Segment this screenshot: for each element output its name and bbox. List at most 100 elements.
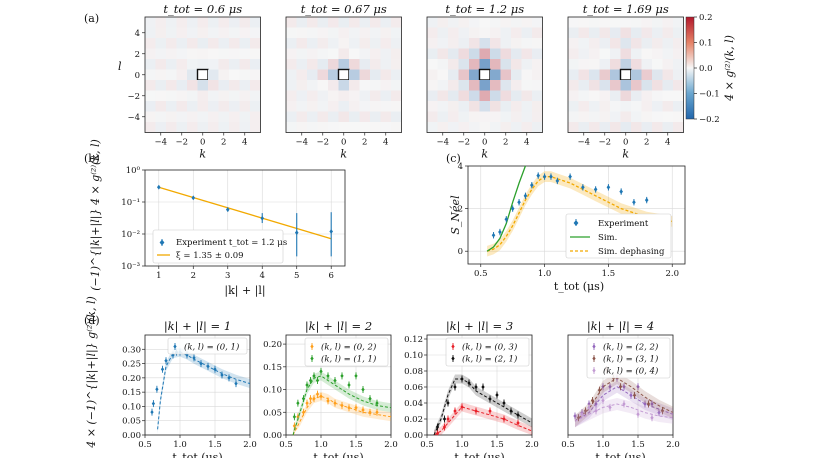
heatmap-cell bbox=[239, 122, 251, 133]
heatmap-cell bbox=[532, 122, 543, 133]
heatmap-cell bbox=[317, 17, 329, 28]
subplot-point bbox=[488, 408, 492, 414]
heatmap-cell bbox=[490, 90, 501, 102]
subplot-point bbox=[319, 394, 323, 399]
heatmap-cell bbox=[197, 80, 209, 91]
heatmap-cell bbox=[307, 122, 318, 133]
heatmap-cell bbox=[359, 111, 371, 123]
heatmap-cell bbox=[166, 122, 177, 133]
heatmap-center-cell bbox=[337, 68, 350, 81]
heatmap-xtick-label: −4 bbox=[295, 138, 308, 148]
panel-b-ytick-label: 10⁻³ bbox=[121, 262, 140, 272]
heatmap-cell bbox=[250, 27, 261, 39]
heatmap-cell bbox=[296, 48, 308, 60]
heatmap-cell bbox=[662, 69, 674, 81]
heatmap-cell bbox=[673, 59, 684, 70]
heatmap-xtick-label: 4 bbox=[242, 138, 247, 148]
subplot-point bbox=[453, 384, 457, 390]
heatmap-cell bbox=[145, 48, 156, 60]
heatmap-cell bbox=[239, 101, 251, 112]
heatmap-cell bbox=[229, 59, 240, 70]
heatmap-cell bbox=[620, 111, 632, 123]
subplot-3: 0.00 0.02 0.04 0.06 0.08 0.10 0.12 0.5 1.0 1.5 2.0… bbox=[404, 319, 539, 462]
panel-c-sim-line bbox=[486, 165, 527, 252]
heatmap-cell bbox=[673, 80, 684, 91]
panel-b-xtick-label: 5 bbox=[294, 271, 299, 281]
heatmap-cell bbox=[578, 59, 590, 70]
heatmap-ytick-label: −2 bbox=[127, 92, 140, 102]
subplot-legend-box bbox=[304, 337, 389, 367]
heatmap-cell bbox=[145, 111, 156, 123]
heatmap-cell bbox=[500, 38, 512, 49]
heatmap-cell bbox=[349, 69, 360, 81]
heatmap-cell bbox=[176, 48, 188, 60]
heatmap-cell bbox=[568, 59, 579, 70]
subplot-point bbox=[587, 405, 591, 410]
heatmap-cell bbox=[532, 48, 543, 60]
subplot-point bbox=[308, 396, 313, 401]
subplot-legend-marker bbox=[592, 356, 596, 361]
subplot-point bbox=[516, 412, 520, 418]
heatmap-cell bbox=[187, 48, 198, 60]
heatmap-cell bbox=[448, 59, 459, 70]
subplot-ytick-label: 0.20 bbox=[263, 340, 282, 350]
heatmap-cell bbox=[521, 48, 533, 60]
subplot-sim-line bbox=[433, 406, 533, 436]
subplot-point bbox=[227, 375, 231, 381]
subplot-point bbox=[160, 367, 165, 372]
subplot-ytick-label: 0.10 bbox=[122, 402, 141, 412]
heatmap-cell bbox=[370, 101, 381, 112]
colorbar: 0.2 0.1 0.0 −0.1 −0.2 4 × g⁽²⁾(k, l) bbox=[685, 13, 736, 125]
heatmap-cell bbox=[296, 101, 308, 112]
subplot-legend-marker bbox=[451, 344, 455, 349]
heatmap-cell bbox=[197, 38, 209, 49]
heatmap-cell bbox=[317, 122, 329, 133]
subplot-point bbox=[155, 387, 159, 392]
subplot-legend-box bbox=[445, 337, 530, 367]
panel-c-point bbox=[523, 193, 528, 199]
subplot-point bbox=[305, 400, 309, 406]
heatmap-xtick-label: 0 bbox=[341, 138, 346, 148]
heatmap-cell bbox=[568, 48, 579, 60]
heatmap-cell bbox=[620, 90, 632, 102]
heatmap-cell bbox=[662, 122, 674, 133]
heatmap-xtick-label: 2 bbox=[503, 138, 508, 148]
heatmap-cell bbox=[458, 17, 470, 28]
subplot-sim-band bbox=[434, 402, 532, 435]
heatmap-cell bbox=[437, 17, 449, 28]
panel-b-label: (b) bbox=[84, 152, 100, 165]
heatmap-cell bbox=[145, 122, 156, 133]
heatmap-cell bbox=[500, 90, 512, 102]
panel-b-legend: Experiment t_tot = 1.2 μs ξ = 1.35 ± 0.0… bbox=[152, 229, 287, 264]
heatmap-cell bbox=[490, 59, 501, 70]
subplot-xtick-label: 2.0 bbox=[243, 440, 257, 450]
subplot-title: |k| + |l| = 2 bbox=[305, 319, 372, 334]
heatmap-xtick-label: 4 bbox=[383, 138, 388, 148]
heatmap-cell bbox=[317, 80, 329, 91]
subplot-point bbox=[164, 358, 168, 363]
heatmap-cell bbox=[589, 101, 600, 112]
subplot-title: |k| + |l| = 1 bbox=[164, 319, 231, 334]
heatmap-cell bbox=[589, 122, 600, 133]
heatmap-cell bbox=[500, 101, 512, 112]
heatmap-cell bbox=[479, 38, 491, 49]
heatmap-cell bbox=[218, 27, 230, 39]
heatmap-cell bbox=[458, 69, 470, 81]
heatmap-xtick-label: −2 bbox=[457, 138, 470, 148]
heatmap-cell bbox=[380, 69, 392, 81]
heatmap-cell bbox=[427, 90, 438, 102]
heatmap-cell bbox=[458, 80, 470, 91]
heatmap-cell bbox=[673, 17, 684, 28]
subplot-ytick-label: 0.00 bbox=[122, 431, 141, 441]
heatmap-cell bbox=[155, 48, 167, 60]
subplot-sim-band bbox=[575, 398, 673, 428]
heatmap-cell bbox=[610, 69, 621, 81]
heatmap-cell bbox=[145, 27, 156, 39]
heatmap-xtick-label: −4 bbox=[436, 138, 449, 148]
heatmap-cell bbox=[317, 59, 329, 70]
subplot-point bbox=[319, 369, 323, 374]
heatmap-cell bbox=[359, 17, 371, 28]
panel-d-label: (d) bbox=[84, 314, 100, 327]
heatmap-cell bbox=[187, 59, 198, 70]
